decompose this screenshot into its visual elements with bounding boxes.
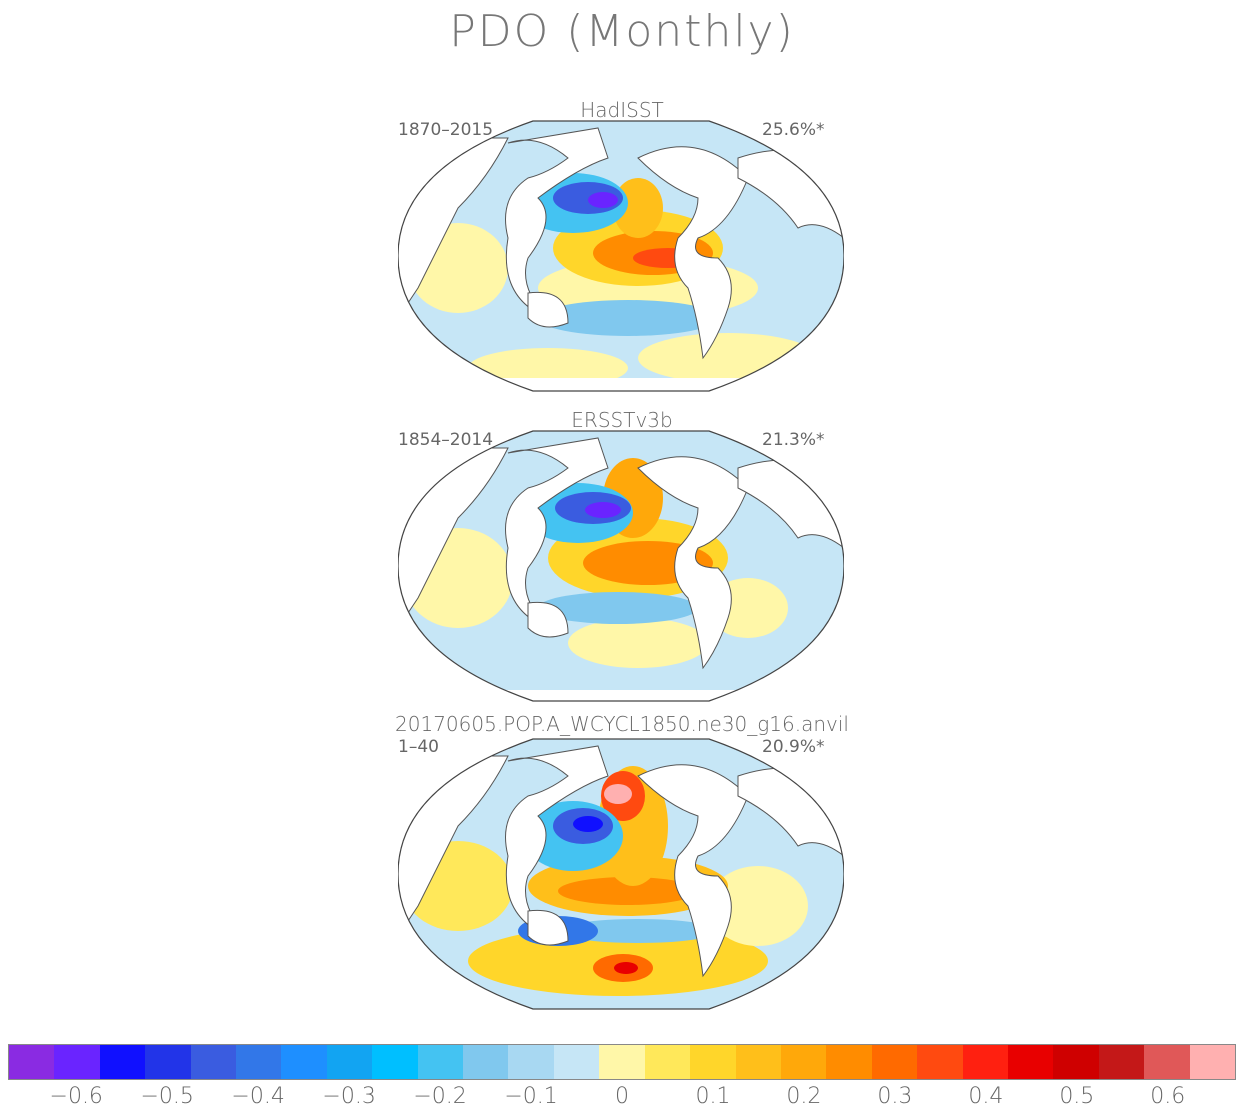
panel-3-title: 20170605.POP.A_WCYCL1850.ne30_g16.anvil bbox=[395, 712, 849, 736]
colorbar-swatch bbox=[553, 1045, 600, 1079]
map-panel-ersstv3b bbox=[398, 430, 844, 702]
colorbar-swatch bbox=[826, 1045, 872, 1079]
map-panel-hadisst bbox=[398, 120, 844, 392]
colorbar-tick-label: −0.2 bbox=[413, 1084, 467, 1109]
colorbar-swatch bbox=[281, 1045, 327, 1079]
panel-1-period: 1870–2015 bbox=[398, 120, 494, 140]
colorbar-swatch bbox=[962, 1045, 1008, 1079]
panel-1-title: HadISST bbox=[580, 98, 664, 122]
colorbar-swatch bbox=[508, 1045, 554, 1079]
colorbar-swatch bbox=[190, 1045, 237, 1079]
colorbar-tick-label: −0.4 bbox=[231, 1084, 285, 1109]
colorbar-tick-label: 0.6 bbox=[1150, 1084, 1186, 1109]
colorbar-swatch bbox=[644, 1045, 691, 1079]
colorbar-swatch bbox=[1007, 1045, 1054, 1079]
colorbar-swatch bbox=[780, 1045, 827, 1079]
colorbar-swatch bbox=[326, 1045, 373, 1079]
colorbar-swatch bbox=[917, 1045, 963, 1079]
colorbar-swatch bbox=[145, 1045, 191, 1079]
colorbar-swatch bbox=[99, 1045, 146, 1079]
colorbar-swatch bbox=[690, 1045, 736, 1079]
colorbar-swatch bbox=[9, 1045, 55, 1079]
panel-2-period: 1854–2014 bbox=[398, 430, 494, 450]
colorbar-tick-labels: −0.6 −0.5 −0.4 −0.3 −0.2 −0.1 0 0.1 0.2 0.3 0.4 0.5… bbox=[0, 1084, 1244, 1110]
colorbar-swatch bbox=[463, 1045, 509, 1079]
colorbar-swatch bbox=[372, 1045, 418, 1079]
colorbar-swatch bbox=[1053, 1045, 1099, 1079]
panel-3-period: 1–40 bbox=[398, 737, 439, 757]
colorbar-tick-label: 0 bbox=[615, 1084, 629, 1109]
colorbar-swatch bbox=[735, 1045, 781, 1079]
colorbar-swatch bbox=[1098, 1045, 1145, 1079]
colorbar bbox=[8, 1044, 1236, 1080]
colorbar-tick-label: 0.2 bbox=[786, 1084, 822, 1109]
colorbar-tick-label: −0.1 bbox=[504, 1084, 558, 1109]
panel-2-variance: 21.3%* bbox=[762, 430, 825, 450]
colorbar-tick-label: 0.1 bbox=[695, 1084, 731, 1109]
colorbar-tick-label: −0.3 bbox=[322, 1084, 376, 1109]
panel-3-variance: 20.9%* bbox=[762, 737, 825, 757]
panel-2-title: ERSSTv3b bbox=[571, 408, 673, 432]
colorbar-swatch bbox=[417, 1045, 464, 1079]
figure-title: PDO (Monthly) bbox=[449, 6, 795, 57]
colorbar-tick-label: −0.6 bbox=[49, 1084, 103, 1109]
colorbar-swatch bbox=[1189, 1045, 1235, 1079]
map-panel-model bbox=[398, 738, 844, 1010]
colorbar-swatch bbox=[54, 1045, 100, 1079]
panel-1-variance: 25.6%* bbox=[762, 120, 825, 140]
colorbar-swatch bbox=[236, 1045, 282, 1079]
colorbar-tick-label: 0.4 bbox=[968, 1084, 1004, 1109]
colorbar-swatch bbox=[871, 1045, 918, 1079]
colorbar-tick-label: −0.5 bbox=[140, 1084, 194, 1109]
colorbar-swatch bbox=[1144, 1045, 1190, 1079]
colorbar-tick-label: 0.3 bbox=[877, 1084, 913, 1109]
colorbar-tick-label: 0.5 bbox=[1059, 1084, 1095, 1109]
colorbar-swatch bbox=[599, 1045, 645, 1079]
